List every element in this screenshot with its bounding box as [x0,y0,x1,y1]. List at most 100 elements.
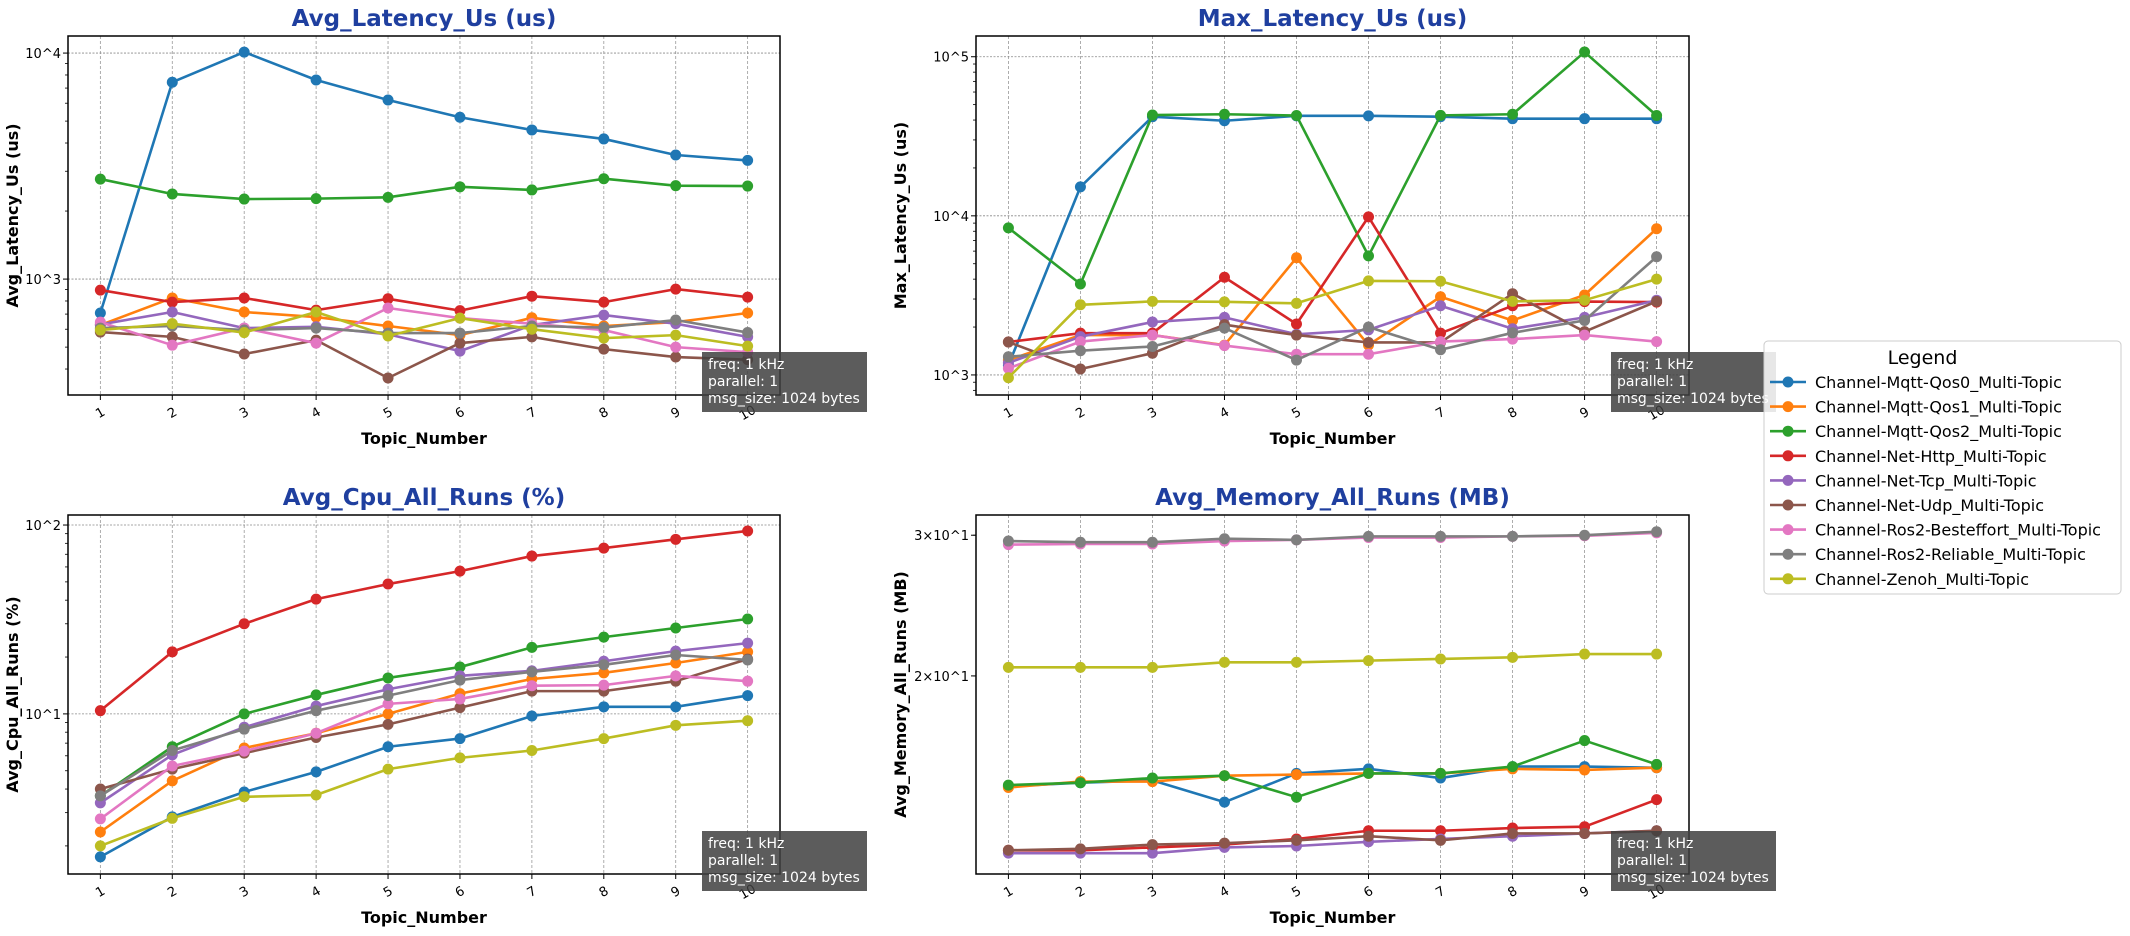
data-point [1002,362,1014,374]
data-point [166,318,178,330]
data-point [382,698,394,710]
series-line [100,287,748,312]
data-point [382,741,394,753]
x-tick-label: 9 [1577,884,1592,901]
x-tick-label: 2 [165,884,180,901]
series-line [100,310,748,353]
series-line [99,719,748,848]
series-Channel-Ros2-Reliable_Multi-Topic [1002,526,1663,548]
data-point [1002,535,1014,547]
annotation-line: freq: 1 kHz [1617,836,1693,852]
data-point [1579,827,1591,839]
data-point [1435,344,1447,356]
data-point [1363,348,1375,360]
data-point [526,323,538,335]
data-point [382,330,394,342]
y-tick-label: 3×10^1 [914,529,969,544]
data-point [238,292,250,304]
data-point [238,708,250,720]
axes-frame [67,35,781,396]
data-point [670,649,682,661]
data-point [1002,779,1014,791]
axes-frame [975,514,1690,875]
data-point [670,533,682,545]
x-tick-label: 5 [1289,405,1304,422]
data-point [310,766,322,778]
data-point [382,718,394,730]
data-point [238,46,250,58]
data-point [166,188,178,200]
data-point [238,193,250,205]
data-point [94,790,106,802]
data-point [1363,321,1375,333]
annotation-line: msg_size: 1024 bytes [708,391,860,407]
data-point [598,679,610,691]
x-tick-label: 7 [525,884,540,901]
data-point [1290,534,1302,546]
series-line [100,177,748,201]
data-point [238,306,250,318]
series-line [99,694,748,858]
legend-label: Channel-Mqtt-Qos0_Multi-Topic [1815,373,2062,393]
data-point [1435,530,1447,542]
data-point [1218,108,1230,120]
data-point [382,690,394,702]
data-point [310,689,322,701]
data-point [454,752,466,764]
data-point [742,637,754,649]
data-point [166,646,178,658]
x-tick-label: 2 [165,405,180,422]
data-point [670,314,682,326]
data-point [1074,181,1086,193]
y-tick-label: 10^1 [25,708,61,723]
data-point [526,290,538,302]
data-point [1363,530,1375,542]
data-point [1218,296,1230,308]
series-Channel-Mqtt-Qos2_Multi-Topic [94,173,754,205]
legend-label: Channel-Zenoh_Multi-Topic [1815,570,2029,590]
data-point [598,322,610,334]
data-point [1579,648,1591,660]
x-tick-label: 5 [1289,884,1304,901]
x-tick-label: 5 [381,405,396,422]
data-point [454,674,466,686]
data-point [382,191,394,203]
data-point [310,727,322,739]
series-Channel-Mqtt-Qos0_Multi-Topic [94,46,754,319]
data-point [382,708,394,720]
data-point [1651,295,1663,307]
data-point [670,622,682,634]
series-line [1007,114,1657,366]
data-point [1435,327,1447,339]
x-tick-label: 3 [1145,405,1160,422]
y-tick-label: 10^3 [933,369,969,384]
data-point [1290,656,1302,668]
data-point [670,341,682,353]
data-point [1435,300,1447,312]
data-point [526,666,538,678]
data-point [1074,363,1086,375]
series-line [1008,530,1657,544]
y-tick-label: 10^4 [25,47,61,62]
series-line [99,674,748,820]
data-point [1074,661,1086,673]
chart-4: 1 2 3 4 5 6 7 8 9 102×10^13×10^1Avg_Memory_All_Ru… [891,485,1776,927]
data-point [1074,843,1086,855]
y-axis-label: Avg_Cpu_All_Runs (%) [3,596,22,792]
data-point [1507,288,1519,300]
legend-entry: Channel-Net-Tcp_Multi-Topic [1770,471,2037,491]
data-point [238,618,250,630]
data-point [454,312,466,324]
legend-label: Channel-Ros2-Besteffort_Multi-Topic [1815,521,2101,541]
data-point [598,343,610,355]
data-point [1002,661,1014,673]
x-tick-label: 3 [237,884,252,901]
data-point [1507,651,1519,663]
data-point [1651,336,1663,348]
data-point [1290,329,1302,341]
data-point [94,324,106,336]
legend-label: Channel-Ros2-Reliable_Multi-Topic [1815,545,2086,565]
data-point [454,693,466,705]
legend-label: Channel-Mqtt-Qos1_Multi-Topic [1815,398,2062,418]
series-line [99,50,748,314]
